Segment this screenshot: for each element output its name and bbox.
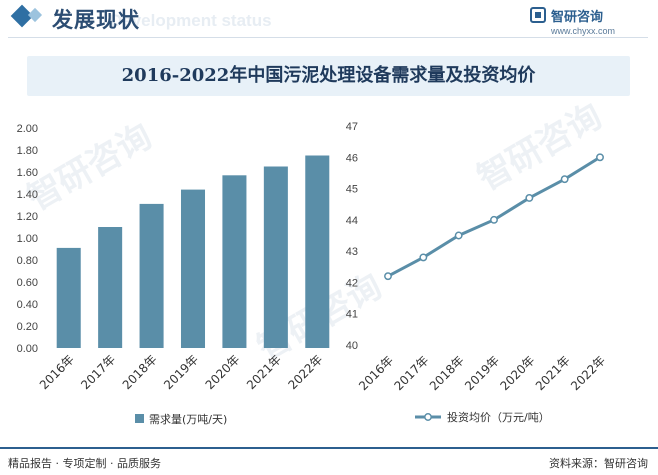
bar <box>305 155 330 348</box>
header: Development status 发展现状 智研咨询 www.chyxx.c… <box>0 0 658 42</box>
bar-x-tick-label: 2022年 <box>285 352 325 392</box>
bar-x-tick-label: 2018年 <box>120 352 160 392</box>
line-legend-marker <box>424 413 432 421</box>
line-x-tick-label: 2022年 <box>568 353 608 393</box>
line-y-tick-label: 47 <box>346 121 358 133</box>
footer: 精品报告 · 专项定制 · 品质服务 资料来源：智研咨询 <box>0 447 658 475</box>
line-x-tick-label: 2019年 <box>462 353 502 393</box>
bar-y-tick-label: 1.00 <box>17 233 38 245</box>
line-x-tick-label: 2016年 <box>356 353 396 393</box>
bar-y-tick-label: 0.40 <box>17 299 38 311</box>
line-point <box>596 153 604 162</box>
brand-name: 智研咨询 <box>551 10 604 25</box>
line-point <box>384 272 392 281</box>
bar-y-tick-label: 1.20 <box>17 211 38 223</box>
bar-y-tick-label: 0.80 <box>17 255 38 267</box>
bar-y-tick-label: 1.40 <box>17 189 38 201</box>
charts-canvas: 0.00 0.20 0.40 0.60 0.80 1.00 1.20 1.40 1.60 1.80… <box>17 121 609 426</box>
bar-x-tick-label: 2017年 <box>78 352 118 392</box>
bar-y-tick-label: 0.20 <box>17 321 38 333</box>
line-y-tick-label: 41 <box>346 309 358 321</box>
bar <box>180 189 206 348</box>
brand-url: www.chyxx.com <box>551 26 616 36</box>
bar <box>263 166 288 348</box>
bar-y-tick-label: 1.80 <box>17 145 38 157</box>
footer-source: 资料来源：智研咨询 <box>549 457 648 470</box>
bar-x-tick-label: 2019年 <box>161 352 201 392</box>
bar-x-tick-label: 2021年 <box>244 352 284 392</box>
line-x-tick-label: 2018年 <box>427 353 467 393</box>
chart-title: 2016-2022年中国污泥处理设备需求量及投资均价 <box>121 65 536 86</box>
line-y-tick-label: 44 <box>346 215 358 227</box>
chart-title-bar: 2016-2022年中国污泥处理设备需求量及投资均价 <box>27 56 630 96</box>
brand-logo-icon <box>530 7 546 23</box>
line-y-tick-label: 45 <box>346 184 358 196</box>
bar-y-tick-label: 0.00 <box>17 343 38 355</box>
line-y-tick-label: 43 <box>346 246 358 258</box>
line-point <box>560 175 569 184</box>
line-point <box>490 215 498 224</box>
bar-y-tick-label: 1.60 <box>17 167 38 179</box>
brand: 智研咨询 www.chyxx.com <box>530 5 640 39</box>
bar <box>98 227 123 348</box>
line-x-tick-label: 2020年 <box>497 353 537 393</box>
bar-x-tick-label: 2016年 <box>37 352 77 392</box>
line-legend-label: 投资均价（万元/吨） <box>447 410 550 424</box>
footer-divider <box>0 447 658 449</box>
bar <box>139 203 164 348</box>
line-y-tick-label: 42 <box>346 277 358 289</box>
line-y-tick-label: 40 <box>346 340 358 352</box>
bar-x-tick-label: 2020年 <box>203 352 243 392</box>
line-y-tick-label: 46 <box>346 152 358 164</box>
line-x-tick-label: 2021年 <box>533 353 573 393</box>
line-x-tick-label: 2017年 <box>391 353 431 393</box>
header-divider <box>8 37 648 38</box>
bar <box>56 247 81 348</box>
line-point <box>454 231 463 240</box>
bar-y-tick-label: 2.00 <box>17 123 38 135</box>
line-point <box>419 253 428 262</box>
header-subtitle-watermark: Development status <box>110 11 272 30</box>
bar-legend-label: 需求量(万吨/天) <box>149 413 227 426</box>
line-point <box>525 194 534 202</box>
bar-y-tick-label: 0.60 <box>17 277 38 289</box>
header-title: 发展现状 <box>52 8 140 32</box>
footer-tagline: 精品报告 · 专项定制 · 品质服务 <box>8 457 161 470</box>
bar <box>222 175 247 348</box>
bar-legend-swatch <box>135 414 144 423</box>
header-diamond-small-icon <box>27 7 43 23</box>
